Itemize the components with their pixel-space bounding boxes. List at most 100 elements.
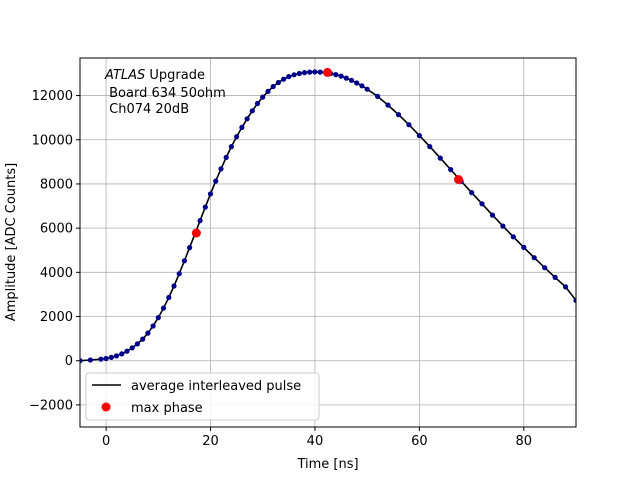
sample-point [160, 305, 167, 311]
sample-point [134, 341, 140, 347]
plot-frame [79, 57, 577, 428]
sample-point [348, 77, 355, 83]
sample-point [385, 102, 391, 108]
sample-point [108, 354, 114, 360]
sample-point [359, 83, 365, 89]
sample-point [333, 72, 339, 78]
sample-point [296, 70, 302, 77]
sample-point [249, 108, 255, 114]
sample-point [113, 353, 120, 359]
max-phase-point [323, 67, 332, 77]
sample-point [510, 234, 516, 240]
y-tick-label: 2000 [40, 310, 73, 325]
y-tick-label: 12000 [32, 89, 73, 104]
x-axis-label: Time [ns] [296, 457, 358, 472]
sample-points [80, 69, 576, 364]
annotation-line-2: Board 634 50ohm [105, 86, 226, 101]
sample-point [145, 330, 151, 336]
sample-point [489, 212, 496, 218]
sample-point [312, 69, 318, 75]
sample-point [307, 69, 313, 75]
legend-label-average: average interleaved pulse [131, 379, 301, 394]
sample-point [275, 79, 281, 86]
legend-marker-swatch [101, 402, 111, 412]
sample-point [291, 72, 297, 78]
sample-point [281, 76, 287, 82]
sample-point [197, 218, 203, 224]
sample-point [103, 355, 109, 362]
sample-point [124, 348, 130, 354]
sample-point [354, 80, 360, 86]
sample-point [223, 154, 229, 160]
sample-point [563, 284, 569, 290]
legend-label-max-phase: max phase [131, 401, 203, 416]
y-tick-label: 6000 [40, 222, 73, 237]
sample-point [531, 255, 537, 261]
sample-point [155, 315, 161, 321]
sample-point [542, 265, 548, 271]
sample-point [234, 134, 240, 140]
sample-point [239, 124, 245, 130]
sample-point [500, 223, 506, 229]
sample-point [119, 351, 125, 357]
sample-point [573, 297, 576, 303]
sample-point [244, 116, 250, 122]
x-tick-label: 0 [102, 434, 110, 449]
x-tick-label: 80 [516, 434, 533, 449]
sample-point [395, 112, 402, 118]
sample-point [406, 122, 412, 128]
y-tick-label: −2000 [29, 398, 73, 413]
max-phase-point [454, 175, 463, 184]
sample-point [228, 144, 234, 150]
y-tick-label: 4000 [40, 266, 73, 281]
sample-point [213, 178, 219, 184]
sample-point [260, 94, 266, 100]
sample-point [364, 86, 370, 92]
sample-point [301, 70, 308, 76]
annotation-line-3: Ch074 20dB [105, 102, 189, 117]
ticks: 0 20 40 60 80 −2000 0 2000 4000 6000 8000 10000 1200… [29, 89, 532, 449]
plot-data [80, 67, 576, 364]
sample-point [140, 336, 146, 342]
annotation-upgrade: Upgrade [145, 68, 205, 83]
sample-point [427, 144, 433, 150]
sample-point [202, 204, 208, 210]
sample-point [521, 244, 527, 250]
y-tick-label: 0 [65, 354, 73, 369]
sample-point [416, 133, 422, 139]
x-tick-label: 60 [411, 434, 428, 449]
legend: average interleaved pulse max phase [85, 372, 320, 421]
sample-point [437, 155, 443, 161]
annotation-atlas: ATLAS [104, 68, 145, 83]
sample-point [150, 323, 156, 329]
sample-point [218, 166, 224, 172]
sample-point [286, 74, 292, 80]
sample-point [338, 73, 344, 79]
annotation-line-1: ATLAS Upgrade [104, 68, 205, 83]
y-tick-label: 10000 [32, 133, 73, 148]
grid [80, 58, 576, 427]
legend-box [85, 372, 320, 421]
sample-point [448, 167, 454, 173]
sample-point [265, 88, 271, 94]
sample-point [469, 190, 475, 196]
annotation: ATLAS Upgrade Board 634 50ohm Ch074 20dB [104, 68, 226, 117]
sample-point [375, 93, 381, 99]
sample-point [129, 345, 135, 351]
x-tick-label: 40 [307, 434, 324, 449]
sample-point [166, 294, 172, 301]
sample-point [181, 258, 187, 264]
y-axis-label: Amplitude [ADC Counts] [4, 163, 19, 321]
sample-point [317, 69, 323, 75]
sample-point [171, 283, 177, 289]
sample-point [87, 357, 93, 363]
x-tick-label: 20 [202, 434, 219, 449]
sample-point [207, 191, 214, 197]
sample-point [552, 274, 558, 280]
sample-point [254, 100, 261, 107]
y-tick-label: 8000 [40, 177, 73, 192]
sample-point [343, 75, 349, 81]
sample-point [187, 245, 193, 251]
sample-point [270, 83, 276, 90]
